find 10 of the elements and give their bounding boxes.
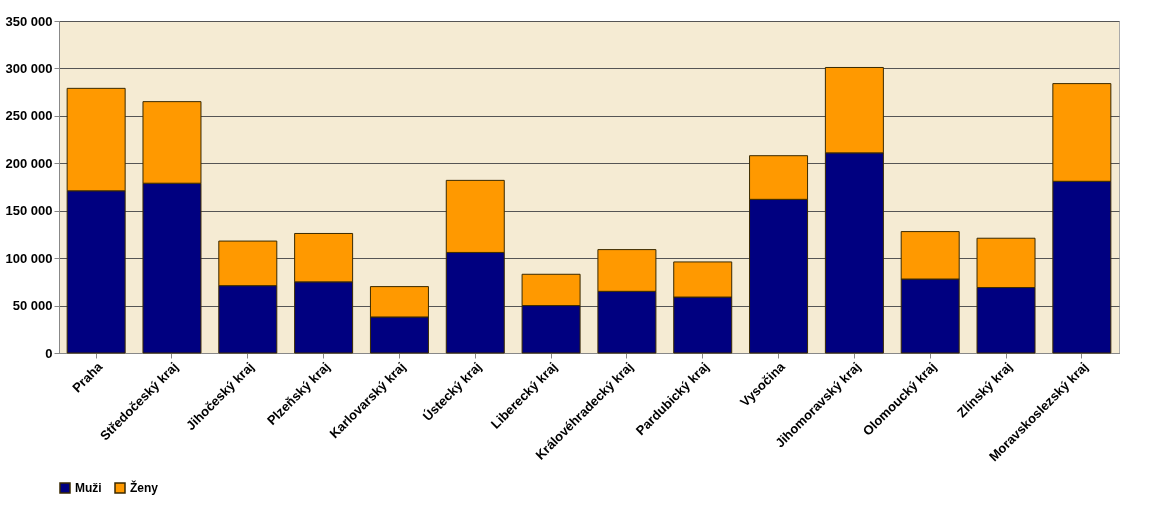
y-tick-label: 0: [45, 345, 53, 361]
y-tick-label: 150 000: [5, 203, 53, 219]
legend-label: Muži: [75, 481, 102, 495]
y-tick-label: 100 000: [5, 250, 53, 266]
y-tick-label: 200 000: [5, 155, 53, 171]
legend-label: Ženy: [130, 480, 159, 495]
y-tick-label: 350 000: [5, 13, 53, 29]
y-tick-label: 300 000: [5, 60, 53, 76]
y-tick-label: 250 000: [5, 108, 53, 124]
y-tick-label: 50 000: [12, 298, 53, 314]
